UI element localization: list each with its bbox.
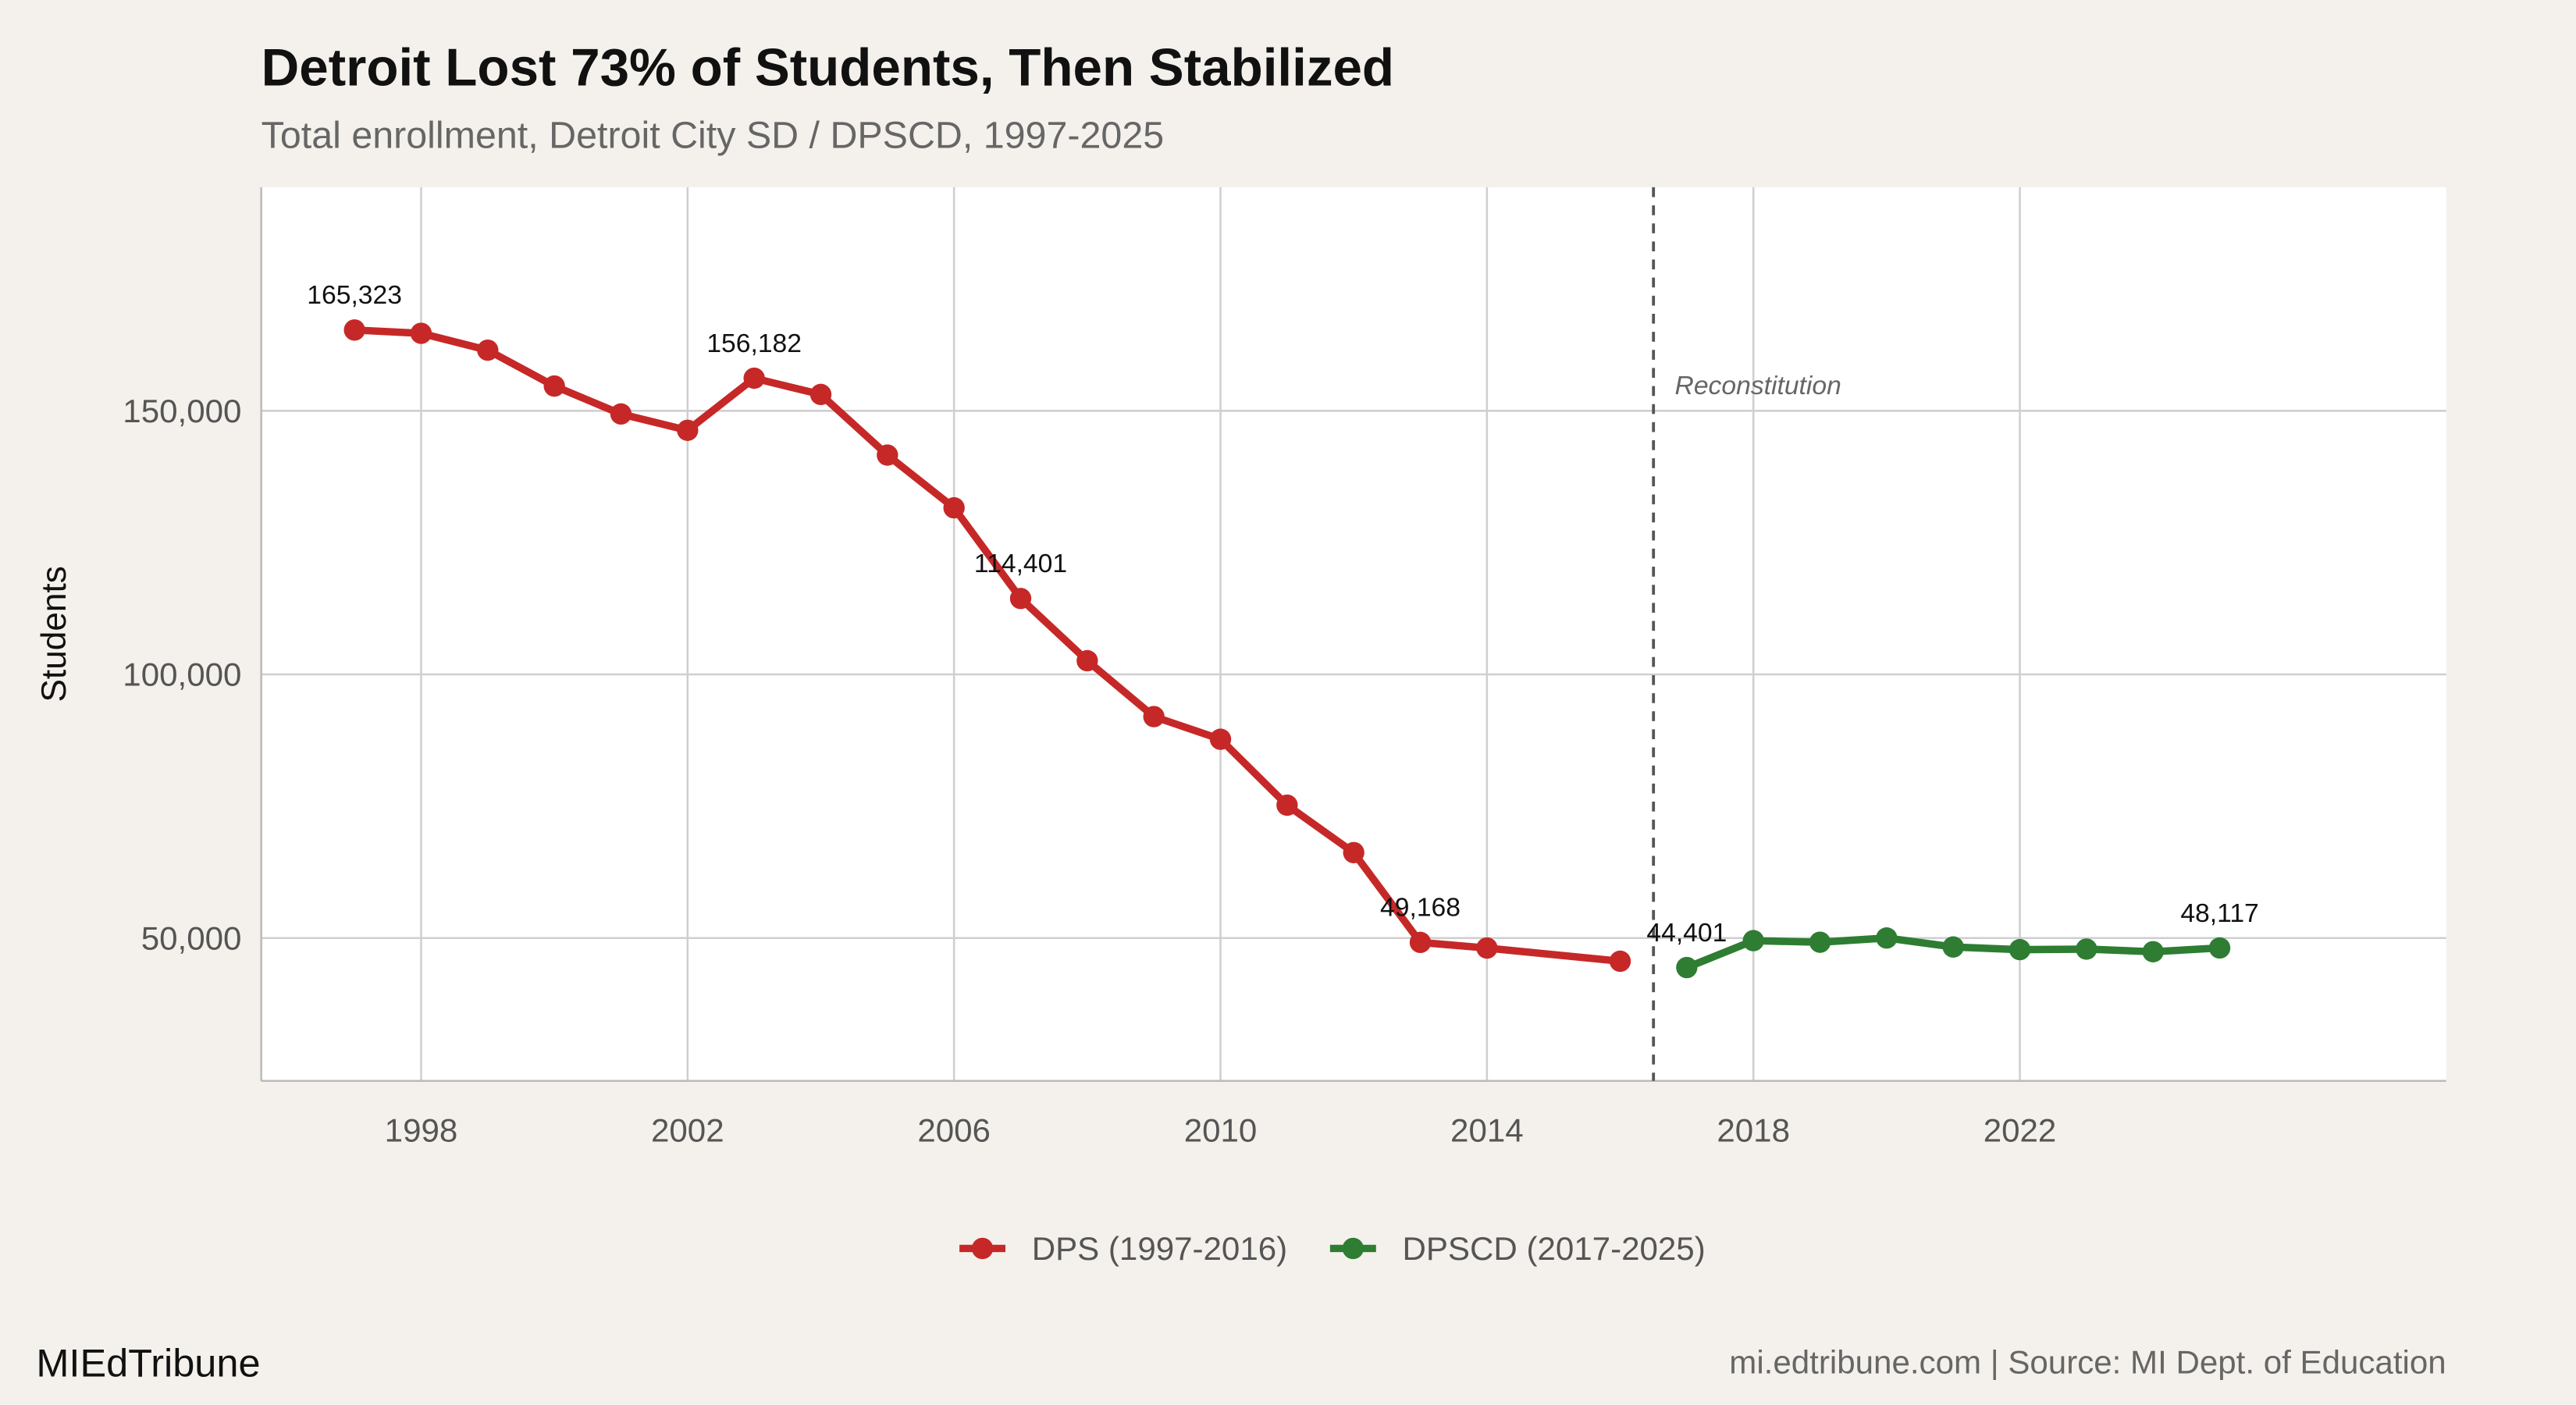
- annotation: Reconstitution: [1675, 372, 1841, 400]
- point: [2208, 937, 2231, 959]
- data-label: 44,401: [1646, 919, 1727, 948]
- point: [2008, 938, 2031, 961]
- footer-left: MIEdTribune: [36, 1341, 260, 1385]
- plot-area: [261, 187, 2446, 1081]
- chart-title: Detroit Lost 73% of Students, Then Stabi…: [262, 38, 1394, 97]
- data-label: 114,401: [974, 550, 1067, 578]
- point: [1009, 588, 1032, 610]
- x-tick-label: 2006: [917, 1112, 991, 1149]
- point: [877, 444, 898, 466]
- point: [1876, 927, 1898, 949]
- legend-swatch: [1342, 1237, 1364, 1260]
- point: [677, 419, 699, 441]
- legend-swatch: [971, 1237, 994, 1260]
- y-axis-label: Students: [35, 566, 73, 702]
- point: [543, 375, 565, 397]
- point: [1076, 649, 1098, 672]
- x-tick-label: 2010: [1184, 1112, 1258, 1149]
- y-tick-label: 50,000: [141, 919, 242, 956]
- point: [2076, 938, 2097, 960]
- point: [1276, 794, 1298, 816]
- data-label: 165,323: [307, 281, 402, 310]
- x-tick-label: 2014: [1450, 1112, 1524, 1149]
- point: [1809, 931, 1831, 953]
- x-tick-label: 2018: [1717, 1112, 1790, 1149]
- point: [809, 383, 832, 406]
- y-tick-label: 150,000: [123, 393, 241, 429]
- point: [610, 403, 632, 425]
- point: [477, 339, 499, 361]
- point: [1476, 937, 1498, 959]
- x-tick-label: 2022: [1984, 1112, 2057, 1149]
- data-label: 48,117: [2180, 899, 2258, 928]
- data-label: 156,182: [706, 329, 802, 358]
- point: [1209, 728, 1232, 750]
- point: [1143, 706, 1165, 727]
- x-tick-label: 2002: [651, 1112, 724, 1149]
- point: [743, 367, 765, 389]
- point: [410, 322, 432, 344]
- y-tick-label: 100,000: [123, 656, 241, 693]
- data-label: 49,168: [1380, 894, 1461, 923]
- legend-label: DPS (1997-2016): [1032, 1230, 1287, 1267]
- point: [2142, 941, 2164, 962]
- chart-subtitle: Total enrollment, Detroit City SD / DPSC…: [262, 114, 1164, 156]
- footer-right: mi.edtribune.com | Source: MI Dept. of E…: [1729, 1343, 2446, 1380]
- point: [1742, 930, 1764, 951]
- point: [943, 496, 965, 519]
- point: [1942, 936, 1964, 958]
- point: [1343, 841, 1364, 863]
- point: [1409, 931, 1432, 954]
- point: [343, 319, 365, 341]
- point: [1676, 956, 1698, 979]
- point: [1609, 950, 1631, 973]
- x-tick-label: 1998: [385, 1112, 458, 1149]
- legend-label: DPSCD (2017-2025): [1402, 1230, 1705, 1267]
